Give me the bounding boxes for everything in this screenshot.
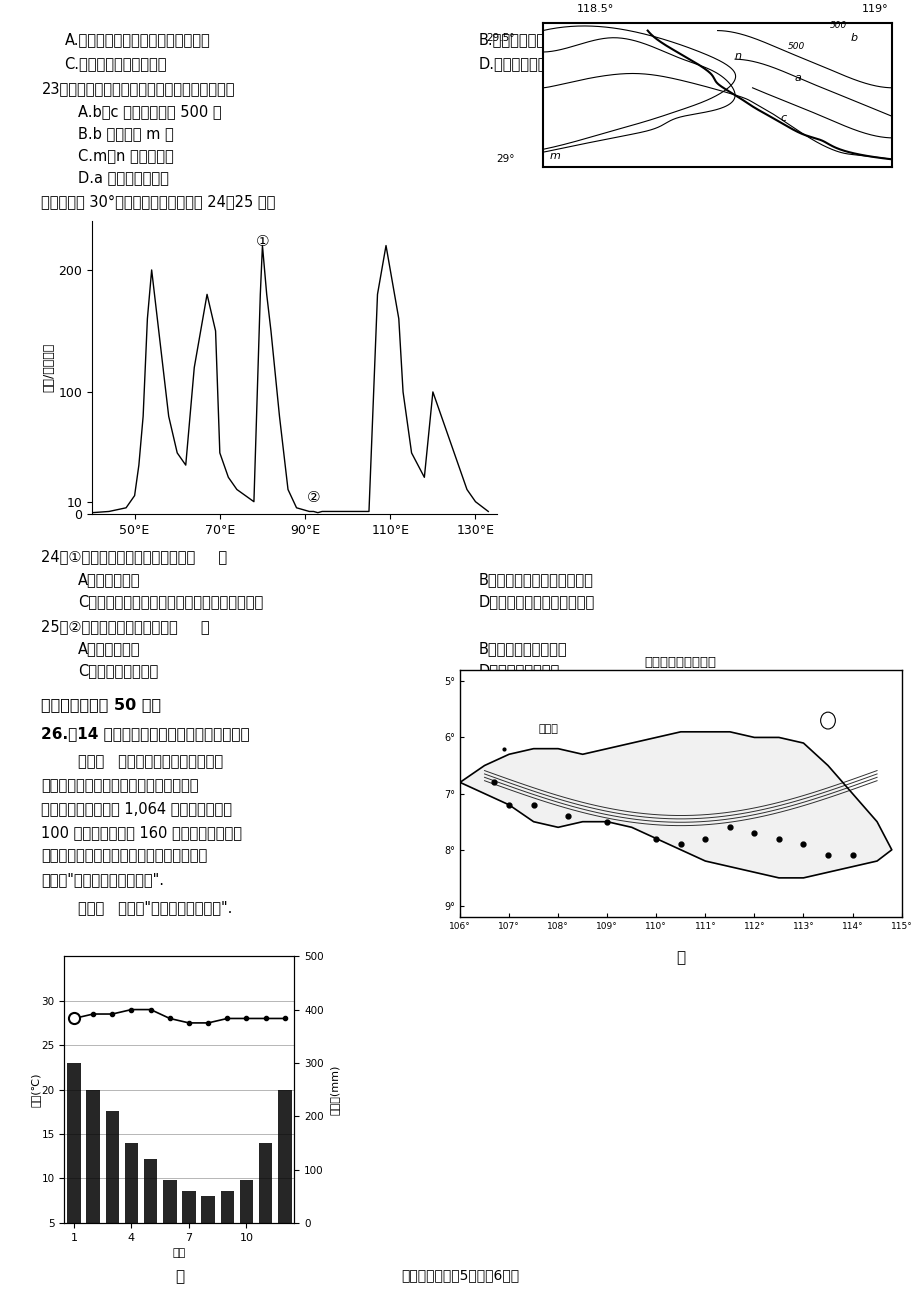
Text: 29°: 29° — [495, 155, 515, 164]
Bar — [258, 1142, 272, 1223]
Bar — [86, 1090, 100, 1223]
Bar — [143, 1159, 157, 1223]
Text: b: b — [849, 33, 857, 43]
Text: 乙: 乙 — [175, 1270, 184, 1284]
Bar — [201, 1197, 215, 1223]
Text: B．世界经济最发达地区之一: B．世界经济最发达地区之一 — [478, 572, 593, 588]
Text: 23．读我国某山地等高线图，下列现象可信的是: 23．读我国某山地等高线图，下列现象可信的是 — [41, 81, 234, 96]
Polygon shape — [460, 731, 891, 878]
Bar — [67, 1063, 81, 1223]
Text: C．灌溉农业发展早，历史上就养育了众多人口: C．灌溉农业发展早，历史上就养育了众多人口 — [78, 595, 263, 610]
Text: B．未开发的雨林地区: B．未开发的雨林地区 — [478, 641, 566, 657]
Text: 雅加达: 雅加达 — [538, 723, 558, 734]
Text: a: a — [794, 73, 800, 83]
Title: 爪哇岛等高线示意图: 爪哇岛等高线示意图 — [644, 656, 716, 669]
Text: m: m — [550, 151, 560, 161]
Text: A．针叶林广布: A．针叶林广布 — [78, 641, 141, 657]
Text: 118.5°: 118.5° — [576, 4, 613, 14]
Text: 材料二   图乙为"雅加达气候资料图".: 材料二 图乙为"雅加达气候资料图". — [78, 900, 233, 916]
Bar — [125, 1142, 138, 1223]
Text: c: c — [779, 113, 786, 122]
Text: 100 公里，两端宽约 160 公里。岛上有一东: 100 公里，两端宽约 160 公里。岛上有一东 — [41, 825, 242, 840]
Text: 和火山。爪哇东西长 1,064 公里，中部宽约: 和火山。爪哇东西长 1,064 公里，中部宽约 — [41, 801, 233, 817]
Bar — [221, 1190, 233, 1223]
Text: 西走向的纵向褶皱山脉，山脊有许多火山。: 西走向的纵向褶皱山脉，山脊有许多火山。 — [41, 848, 208, 864]
Bar — [163, 1180, 176, 1223]
Text: 图甲为"爪哇岛等高线示意图".: 图甲为"爪哇岛等高线示意图". — [41, 872, 165, 887]
Text: ①: ① — [255, 234, 269, 248]
Text: C.m、n 为空中索道: C.m、n 为空中索道 — [78, 148, 174, 164]
Text: D.a 地可能形成瀑布: D.a 地可能形成瀑布 — [78, 170, 169, 186]
Bar — [240, 1180, 253, 1223]
Text: 读某大洲沿 30°纬线人口密度图，回答 24～25 题。: 读某大洲沿 30°纬线人口密度图，回答 24～25 题。 — [41, 194, 276, 209]
Text: 材料一   爪哇岛的地形以山地、丘陵: 材料一 爪哇岛的地形以山地、丘陵 — [78, 755, 223, 770]
Text: 高二地理试题第5页（共6页）: 高二地理试题第5页（共6页） — [401, 1268, 518, 1281]
Text: 26.（14 分）阅读图文材料，回答下列问题。: 26.（14 分）阅读图文材料，回答下列问题。 — [41, 726, 250, 742]
Y-axis label: 降水量(mm): 降水量(mm) — [329, 1064, 339, 1115]
Text: C．干旱的沙漠地区: C．干旱的沙漠地区 — [78, 664, 158, 679]
Text: 24．①地区人口密度较大的原因是（     ）: 24．①地区人口密度较大的原因是（ ） — [41, 549, 227, 565]
Text: 甲: 甲 — [675, 950, 685, 965]
Text: 25．②地区人口稀疏的原因是（     ）: 25．②地区人口稀疏的原因是（ ） — [41, 619, 210, 635]
X-axis label: 月份: 月份 — [173, 1248, 186, 1258]
Text: 29.5°: 29.5° — [486, 33, 515, 43]
Text: B.b 点能看到 m 点: B.b 点能看到 m 点 — [78, 126, 174, 142]
Y-axis label: 千人/平方千米: 千人/平方千米 — [42, 343, 55, 392]
Text: ②: ② — [306, 489, 320, 505]
Text: A.b、c 的相对高度为 500 米: A.b、c 的相对高度为 500 米 — [78, 104, 221, 120]
Y-axis label: 气温(℃): 气温(℃) — [30, 1072, 40, 1107]
Text: 为主，中间间隔盆地，地质活跃，多地震: 为主，中间间隔盆地，地质活跃，多地震 — [41, 778, 199, 794]
Bar — [106, 1111, 119, 1223]
Text: n: n — [734, 51, 742, 61]
Text: 500: 500 — [829, 21, 845, 30]
Text: D.甲图实际坡度较乙图小: D.甲图实际坡度较乙图小 — [478, 56, 582, 72]
Text: A．工业发展早: A．工业发展早 — [78, 572, 141, 588]
Text: D．地势高峻的高原: D．地势高峻的高原 — [478, 664, 559, 679]
Text: C.甲图实际范围比乙图小: C.甲图实际范围比乙图小 — [64, 56, 166, 72]
Bar — [182, 1190, 196, 1223]
Text: 500: 500 — [787, 42, 804, 51]
Text: A.甲图全部在西半球，乙图在北半球: A.甲图全部在西半球，乙图在北半球 — [64, 33, 210, 48]
Text: B.甲图比例尺较乙图大: B.甲图比例尺较乙图大 — [478, 33, 571, 48]
Text: 二．综合题（共 50 分）: 二．综合题（共 50 分） — [41, 697, 162, 713]
Text: 119°: 119° — [861, 4, 887, 14]
Bar — [278, 1090, 291, 1223]
Text: D．矿产资源丰富，开发资源: D．矿产资源丰富，开发资源 — [478, 595, 594, 610]
